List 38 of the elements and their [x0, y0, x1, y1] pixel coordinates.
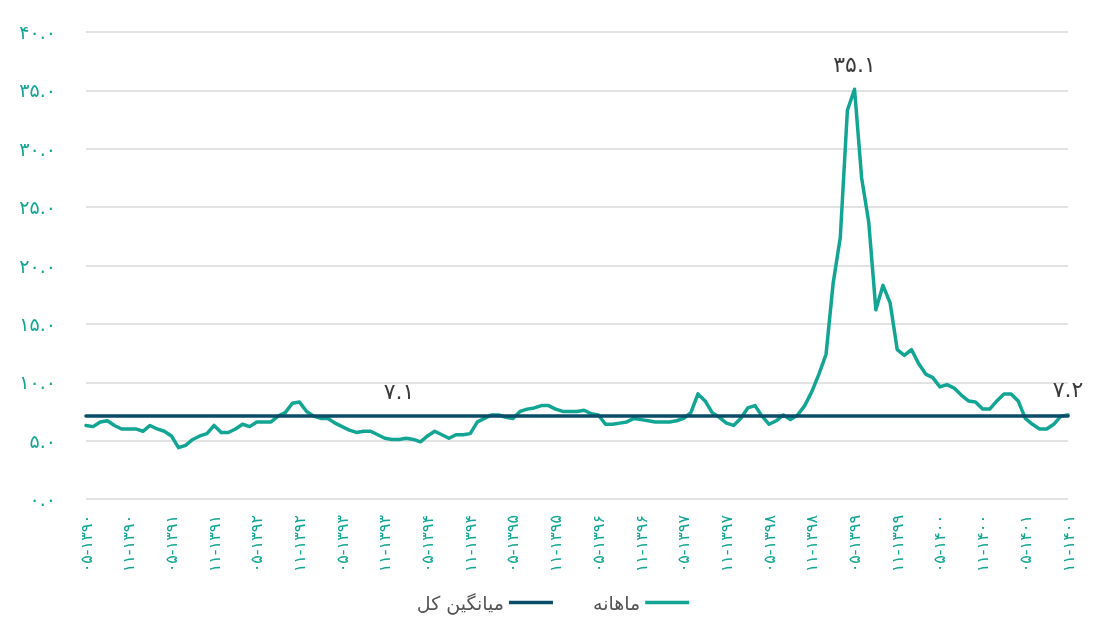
legend-label: میانگین کل — [416, 591, 504, 615]
y-tick-label: ۳۰.۰ — [19, 137, 56, 160]
x-tick-label: ۱۱-۱۳۹۳ — [375, 514, 395, 573]
y-tick-label: ۴۰.۰ — [19, 21, 56, 43]
x-tick-label: ۰۵-۱۳۹۹ — [845, 515, 865, 573]
x-tick-label: ۱۱-۱۳۹۶ — [631, 515, 651, 573]
x-tick-label: ۱۱-۱۴۰۰ — [973, 515, 993, 573]
x-tick-label: ۱۱-۱۴۰۱ — [1058, 515, 1078, 573]
x-tick-label: ۰۵-۱۳۹۱ — [161, 515, 181, 573]
y-tick-label: ۰.۰ — [29, 488, 56, 510]
x-tick-label: ۰۵-۱۳۹۴ — [418, 515, 438, 573]
data-label: ۳۵.۱ — [833, 51, 876, 77]
x-tick-label: ۰۵-۱۳۹۶ — [588, 515, 608, 573]
data-label: ۷.۱ — [383, 378, 415, 404]
y-tick-label: ۱۵.۰ — [19, 312, 56, 335]
x-tick-label: ۱۱-۱۳۹۲ — [289, 515, 309, 573]
x-tick-label: ۱۱-۱۳۹۹ — [887, 515, 907, 573]
x-tick-label: ۱۱-۱۳۹۸ — [802, 514, 822, 573]
y-tick-label: ۲۰.۰ — [19, 254, 56, 277]
x-tick-label: ۱۱-۱۳۹۵ — [546, 515, 566, 573]
x-tick-label: ۱۱-۱۳۹۰ — [119, 515, 139, 573]
x-tick-label: ۱۱-۱۳۹۴ — [460, 515, 480, 573]
y-tick-label: ۵.۰ — [29, 429, 56, 452]
x-tick-label: ۰۵-۱۴۰۱ — [1015, 515, 1035, 573]
x-tick-label: ۰۵-۱۳۹۲ — [247, 515, 267, 573]
y-tick-label: ۲۵.۰ — [19, 196, 56, 219]
y-tick-label: ۱۰.۰ — [19, 371, 56, 394]
x-tick-label: ۰۵-۱۳۹۰ — [76, 515, 96, 573]
x-tick-label: ۰۵-۱۳۹۷ — [674, 514, 694, 573]
y-tick-label: ۳۵.۰ — [19, 79, 56, 102]
x-tick-label: ۰۵-۱۴۰۰ — [930, 515, 950, 573]
x-tick-label: ۰۵-۱۳۹۸ — [759, 514, 779, 573]
x-tick-label: ۱۱-۱۳۹۱ — [204, 515, 224, 573]
x-tick-label: ۰۵-۱۳۹۵ — [503, 515, 523, 573]
data-label: ۷.۲ — [1052, 377, 1084, 403]
legend-label: ماهانه — [592, 591, 641, 614]
x-tick-label: ۰۵-۱۳۹۳ — [332, 514, 352, 573]
x-tick-label: ۱۱-۱۳۹۷ — [716, 514, 736, 573]
